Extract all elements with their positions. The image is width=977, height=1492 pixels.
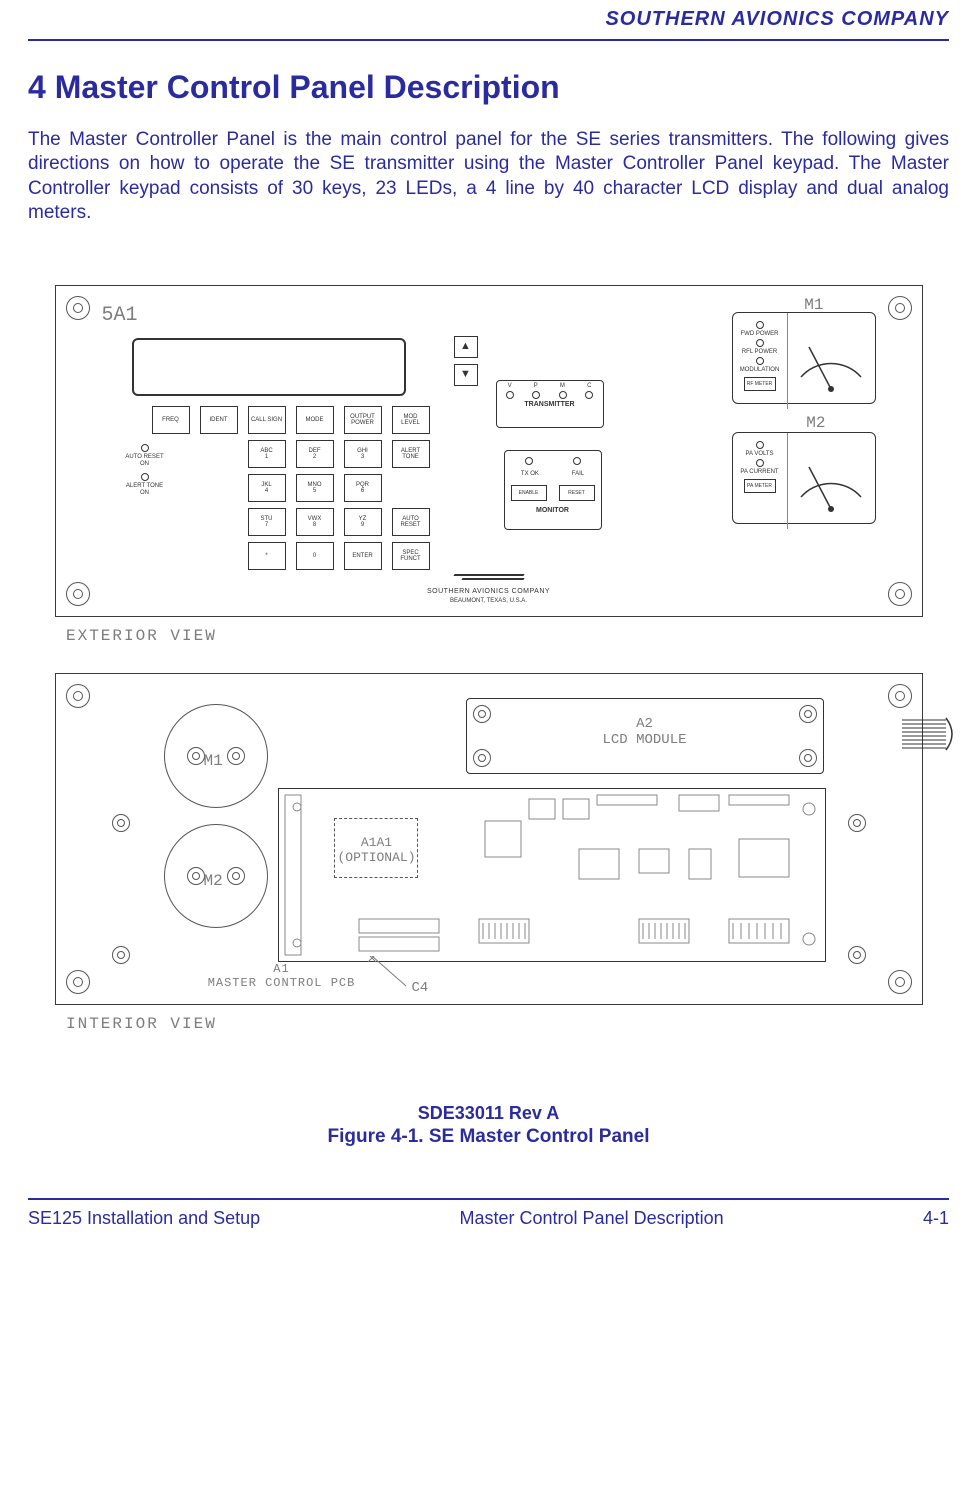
keypad-key: MNO5 — [296, 474, 334, 502]
lcd-display — [132, 338, 406, 396]
keypad-key: VWX8 — [296, 508, 334, 536]
keypad-key: 0 — [296, 542, 334, 570]
meter-dial-icon — [793, 439, 869, 517]
meter-dial-icon — [793, 319, 869, 397]
footer-right: 4-1 — [923, 1208, 949, 1229]
intro-paragraph: The Master Controller Panel is the main … — [28, 128, 949, 225]
keypad-key: FREQ — [152, 406, 190, 434]
panel-id-label: 5A1 — [102, 304, 138, 327]
mount-hole-icon — [112, 946, 130, 964]
header-company: SOUTHERN AVIONICS COMPANY — [28, 8, 949, 31]
pcb-label: A1 MASTER CONTROL PCB — [182, 962, 382, 990]
meter-m1: FWD POWER RFL POWER MODULATION RF METER — [732, 312, 876, 404]
interior-caption: INTERIOR VIEW — [66, 1015, 949, 1033]
keypad-key: ALERT TONE — [392, 440, 430, 468]
m2-label: M2 — [204, 872, 223, 890]
mount-hole-icon — [848, 946, 866, 964]
pa-meter-button: PA METER — [744, 479, 776, 493]
sac-logo: SOUTHERN AVIONICS COMPANY BEAUMONT, TEXA… — [56, 572, 922, 604]
keypad-key: MOD LEVEL — [392, 406, 430, 434]
exterior-view-panel: 5A1 ▲ ▼ AUTO RESET ON ALERT TONE ON FREQ… — [55, 285, 923, 617]
screw-icon — [888, 296, 912, 320]
keypad-key: DEF2 — [296, 440, 334, 468]
meter2-ref: M2 — [806, 414, 825, 432]
screw-icon — [888, 970, 912, 994]
lcd-module: A2 LCD MODULE — [466, 698, 824, 774]
screw-icon — [66, 684, 90, 708]
arrow-up-button: ▲ — [454, 336, 478, 358]
a1a1-label: A1A1 (OPTIONAL) — [336, 836, 418, 865]
ribbon-cable-icon — [902, 716, 962, 752]
keypad-key: GHI3 — [344, 440, 382, 468]
keypad: FREQ IDENT CALL SIGN MODE OUTPUT POWER MOD LE… — [152, 406, 430, 570]
screw-icon — [66, 296, 90, 320]
enable-button: ENABLE — [511, 485, 547, 501]
screw-icon — [888, 684, 912, 708]
keypad-key: SPEC FUNCT — [392, 542, 430, 570]
keypad-key: JKL4 — [248, 474, 286, 502]
keypad-key: PQR6 — [344, 474, 382, 502]
keypad-key: OUTPUT POWER — [344, 406, 382, 434]
m1-label: M1 — [204, 752, 223, 770]
header-rule — [28, 39, 949, 41]
c4-label: C4 — [412, 980, 429, 996]
keypad-key: * — [248, 542, 286, 570]
transmitter-panel: V P M C TRANSMITTER — [496, 380, 604, 428]
arrow-down-button: ▼ — [454, 364, 478, 386]
monitor-panel: TX OK FAIL ENABLE RESET MONITOR — [504, 450, 602, 530]
figure-caption: Figure 4-1. SE Master Control Panel — [28, 1126, 949, 1148]
mount-hole-icon — [112, 814, 130, 832]
keypad-key: STU7 — [248, 508, 286, 536]
interior-view-panel: M1 M2 A2 LCD MODULE — [55, 673, 923, 1005]
screw-icon — [66, 970, 90, 994]
exterior-caption: EXTERIOR VIEW — [66, 627, 949, 645]
c4-leader-icon — [366, 956, 416, 992]
footer-center: Master Control Panel Description — [460, 1208, 724, 1229]
page-title: 4 Master Control Panel Description — [28, 69, 949, 106]
keypad-key: ENTER — [344, 542, 382, 570]
reset-button: RESET — [559, 485, 595, 501]
monitor-label: MONITOR — [505, 507, 601, 514]
page-footer: SE125 Installation and Setup Master Cont… — [28, 1208, 949, 1229]
footer-rule — [28, 1198, 949, 1200]
keypad-key: AUTO RESET — [392, 508, 430, 536]
keypad-key: ABC1 — [248, 440, 286, 468]
transmitter-label: TRANSMITTER — [497, 401, 603, 408]
keypad-key: YZ9 — [344, 508, 382, 536]
footer-left: SE125 Installation and Setup — [28, 1208, 260, 1229]
figure-rev: SDE33011 Rev A — [28, 1103, 949, 1124]
meter-m2: PA VOLTS PA CURRENT PA METER — [732, 432, 876, 524]
keypad-key: MODE — [296, 406, 334, 434]
keypad-key: IDENT — [200, 406, 238, 434]
rf-meter-button: RF METER — [744, 377, 776, 391]
keypad-key: CALL SIGN — [248, 406, 286, 434]
mount-hole-icon — [848, 814, 866, 832]
